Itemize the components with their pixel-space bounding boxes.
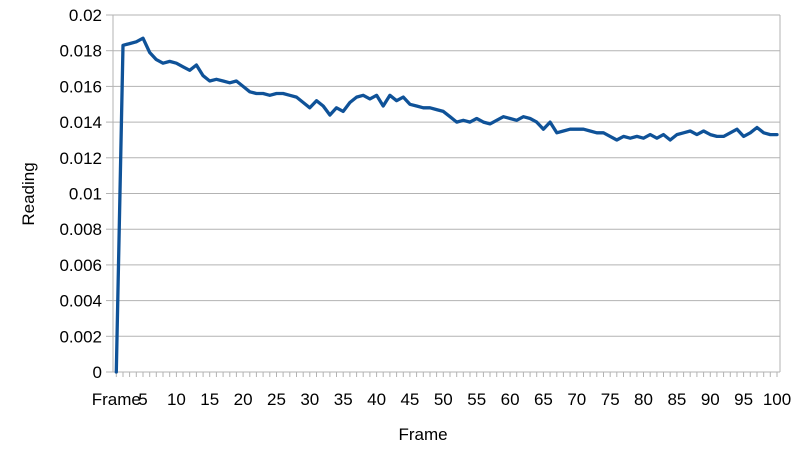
y-tick-label: 0 <box>93 363 102 382</box>
x-tick-label: 15 <box>200 390 219 409</box>
y-tick-label: 0.006 <box>59 256 102 275</box>
x-axis-ticks <box>115 372 778 377</box>
y-tick-label: 0.014 <box>59 113 102 132</box>
y-tick-label: 0.004 <box>59 292 102 311</box>
y-tick-label: 0.02 <box>69 6 102 25</box>
y-tick-label: 0.016 <box>59 77 102 96</box>
x-tick-label: 55 <box>467 390 486 409</box>
x-tick-label: 50 <box>434 390 453 409</box>
y-tick-label: 0.012 <box>59 149 102 168</box>
x-tick-label: 75 <box>601 390 620 409</box>
y-tick-label: 0.002 <box>59 327 102 346</box>
x-tick-label: 90 <box>701 390 720 409</box>
x-tick-label: Frame <box>92 390 141 409</box>
y-axis-ticks <box>106 14 113 373</box>
x-tick-label: 20 <box>234 390 253 409</box>
x-tick-label: 70 <box>567 390 586 409</box>
x-tick-label: 40 <box>367 390 386 409</box>
y-tick-label: 0.01 <box>69 185 102 204</box>
y-tick-label: 0.018 <box>59 42 102 61</box>
x-tick-label: 85 <box>667 390 686 409</box>
y-axis-title: Reading <box>19 162 38 225</box>
x-tick-label: 35 <box>334 390 353 409</box>
x-tick-label: 10 <box>167 390 186 409</box>
x-tick-label: 60 <box>501 390 520 409</box>
reading-series-line <box>114 36 779 374</box>
x-tick-label: 30 <box>300 390 319 409</box>
x-tick-label: 5 <box>138 390 147 409</box>
y-tick-label: 0.008 <box>59 220 102 239</box>
y-tick-labels: 0 0.002 0.004 0.006 0.008 0.01 0.012 0.014 0.016… <box>59 6 102 382</box>
x-tick-label: 65 <box>534 390 553 409</box>
x-tick-label: 80 <box>634 390 653 409</box>
x-tick-label: 100 <box>763 390 791 409</box>
x-tick-label: 45 <box>400 390 419 409</box>
x-tick-label: 95 <box>734 390 753 409</box>
y-gridlines <box>113 14 780 337</box>
x-tick-label: 25 <box>267 390 286 409</box>
x-axis-title: Frame <box>398 425 447 444</box>
